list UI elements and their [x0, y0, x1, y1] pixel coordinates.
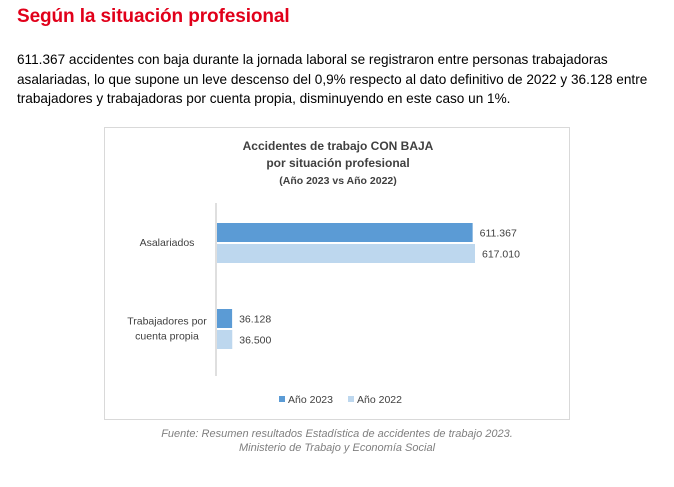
data-label-2023-category-1: 611.367 — [480, 228, 517, 240]
chart-title-line-2: por situación profesional — [266, 156, 409, 170]
section-heading: Según la situación profesional — [17, 6, 290, 27]
category-label-2-line-2: cuenta propia — [135, 331, 199, 343]
accidents-bar-chart: Accidentes de trabajo CON BAJA por situac… — [127, 139, 520, 406]
data-label-2022-category-2: 36.500 — [239, 335, 271, 347]
chart-title-line-3: (Año 2023 vs Año 2022) — [279, 175, 397, 187]
legend-label-2023: Año 2023 — [288, 394, 333, 406]
chart-container: Accidentes de trabajo CON BAJA por situac… — [104, 127, 570, 420]
source-caption-line-1: Fuente: Resumen resultados Estadística d… — [161, 428, 513, 440]
category-label-1-line-1: Asalariados — [140, 237, 195, 249]
source-caption-line-2: Ministerio de Trabajo y Economía Social — [238, 442, 436, 454]
legend-label-2022: Año 2022 — [357, 394, 402, 406]
category-label-2-line-1: Trabajadores por — [127, 316, 207, 328]
bar-2022-category-1 — [217, 244, 475, 263]
chart-title-line-1: Accidentes de trabajo CON BAJA — [243, 139, 434, 153]
bar-2022-category-2 — [217, 330, 233, 349]
legend-swatch-2023 — [279, 396, 285, 402]
data-label-2022-category-1: 617.010 — [482, 249, 520, 261]
data-label-2023-category-2: 36.128 — [239, 314, 271, 326]
intro-paragraph: 611.367 accidentes con baja durante la j… — [17, 52, 648, 106]
bar-2023-category-1 — [217, 223, 473, 242]
bar-2023-category-2 — [217, 309, 233, 328]
legend-swatch-2022 — [348, 396, 354, 402]
